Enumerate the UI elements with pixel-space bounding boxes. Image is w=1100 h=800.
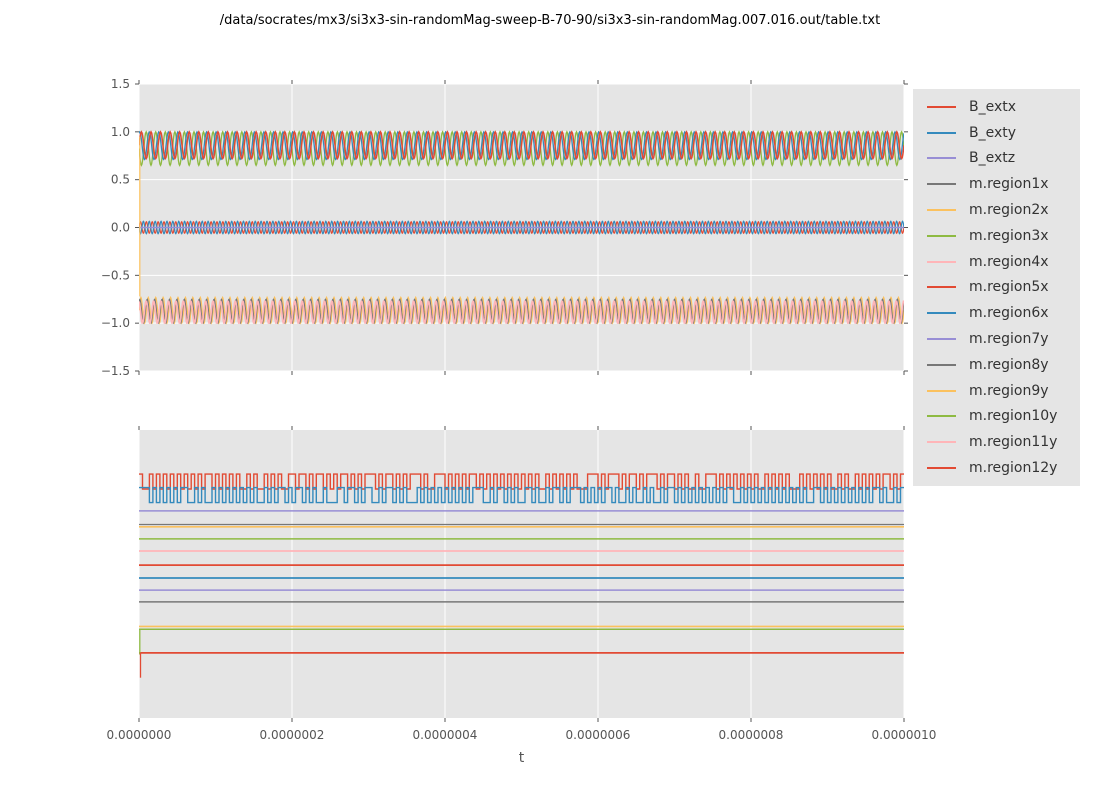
- legend-label: m.region2x: [969, 202, 1049, 219]
- legend-item: m.region10y: [913, 404, 1080, 428]
- legend-label: m.region12y: [969, 460, 1058, 477]
- legend-line-swatch: [927, 286, 956, 289]
- legend-item: m.region12y: [913, 456, 1080, 480]
- x-tick-label: 0.0000004: [413, 728, 478, 742]
- legend-label: B_extx: [969, 98, 1017, 115]
- legend-label: m.region4x: [969, 253, 1049, 270]
- y-tick-label: −1.5: [101, 364, 130, 378]
- series-m.region5x: [139, 130, 904, 161]
- legend-line-swatch: [927, 441, 956, 444]
- legend-label: B_extz: [969, 150, 1016, 167]
- legend-line-swatch: [927, 338, 956, 341]
- legend-line-swatch: [927, 467, 956, 470]
- legend-label: m.region1x: [969, 176, 1049, 193]
- legend-line-swatch: [927, 389, 956, 392]
- legend-item: m.region4x: [913, 250, 1080, 274]
- legend-label: m.region5x: [969, 279, 1049, 296]
- legend-label: B_exty: [969, 124, 1017, 141]
- legend-line-swatch: [927, 415, 956, 418]
- legend-line-swatch: [927, 234, 956, 237]
- legend-item: m.region7y: [913, 327, 1080, 351]
- legend-line-swatch: [927, 260, 956, 263]
- y-tick-label: 0.0: [111, 221, 130, 235]
- x-tick-label: 0.0000006: [566, 728, 631, 742]
- legend-item: m.region6x: [913, 301, 1080, 325]
- y-tick-label: −0.5: [101, 268, 130, 282]
- series-group-bottom: [139, 473, 904, 678]
- legend-label: m.region8y: [969, 356, 1049, 373]
- legend-line-swatch: [927, 131, 956, 134]
- legend-line-swatch: [927, 363, 956, 366]
- legend-label: m.region9y: [969, 382, 1049, 399]
- legend-item: m.region3x: [913, 224, 1080, 248]
- legend-item: B_extx: [913, 95, 1080, 119]
- legend-item: m.region1x: [913, 172, 1080, 196]
- series-square-blue: [139, 486, 904, 504]
- plot-background-bottom: [139, 430, 904, 718]
- legend-label: m.region10y: [969, 408, 1058, 425]
- y-tick-label: 1.5: [111, 77, 130, 91]
- legend-label: m.region6x: [969, 305, 1049, 322]
- legend-item: m.region8y: [913, 353, 1080, 377]
- x-tick-label: 0.0000002: [260, 728, 325, 742]
- legend-line-swatch: [927, 209, 956, 212]
- series-group-top: [139, 130, 904, 325]
- series-square-red: [139, 473, 904, 490]
- legend-item: m.region5x: [913, 275, 1080, 299]
- legend-line-swatch: [927, 183, 956, 186]
- x-tick-label: 0.0000010: [872, 728, 937, 742]
- y-tick-label: 1.0: [111, 125, 130, 139]
- legend-label: m.region11y: [969, 434, 1058, 451]
- legend-item: B_exty: [913, 121, 1080, 145]
- x-tick-label: 0.0000000: [107, 728, 172, 742]
- legend-item: B_extz: [913, 146, 1080, 170]
- series-m.region4x: [139, 300, 904, 325]
- y-tick-label: 0.5: [111, 173, 130, 187]
- legend-line-swatch: [927, 157, 956, 160]
- legend-item: m.region11y: [913, 430, 1080, 454]
- figure-title: /data/socrates/mx3/si3x3-sin-randomMag-s…: [219, 13, 881, 28]
- x-tick-label: 0.0000008: [719, 728, 784, 742]
- legend-label: m.region3x: [969, 227, 1049, 244]
- legend: B_extx B_exty B_extz m.region1x m.region2x m.…: [913, 89, 1080, 486]
- legend-item: m.region2x: [913, 198, 1080, 222]
- legend-item: m.region9y: [913, 379, 1080, 403]
- legend-line-swatch: [927, 312, 956, 315]
- legend-label: m.region7y: [969, 331, 1049, 348]
- legend-line-swatch: [927, 105, 956, 108]
- x-axis-label: t: [518, 750, 525, 766]
- y-tick-label: −1.0: [101, 316, 130, 330]
